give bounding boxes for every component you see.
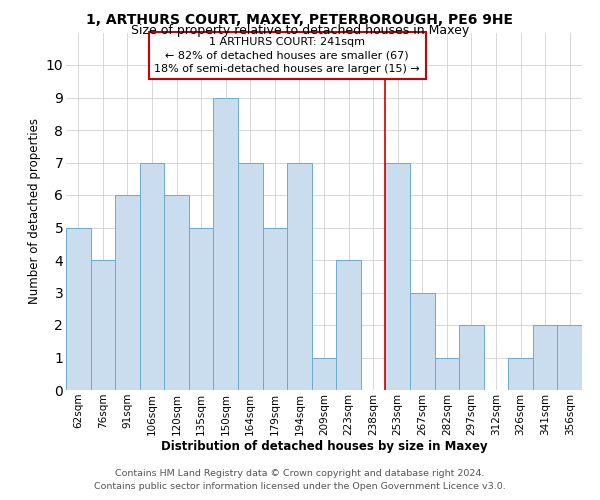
Bar	[164, 195, 189, 390]
Bar	[115, 195, 140, 390]
Bar	[263, 228, 287, 390]
Bar	[557, 325, 582, 390]
Text: 1, ARTHURS COURT, MAXEY, PETERBOROUGH, PE6 9HE: 1, ARTHURS COURT, MAXEY, PETERBOROUGH, P…	[86, 12, 514, 26]
Bar	[312, 358, 336, 390]
Bar	[533, 325, 557, 390]
Bar	[140, 162, 164, 390]
Text: Size of property relative to detached houses in Maxey: Size of property relative to detached ho…	[131, 24, 469, 37]
X-axis label: Distribution of detached houses by size in Maxey: Distribution of detached houses by size …	[161, 440, 487, 454]
Bar	[91, 260, 115, 390]
Bar	[434, 358, 459, 390]
Bar	[459, 325, 484, 390]
Bar	[238, 162, 263, 390]
Bar	[508, 358, 533, 390]
Bar	[214, 98, 238, 390]
Y-axis label: Number of detached properties: Number of detached properties	[28, 118, 41, 304]
Bar	[385, 162, 410, 390]
Text: 1 ARTHURS COURT: 241sqm
← 82% of detached houses are smaller (67)
18% of semi-de: 1 ARTHURS COURT: 241sqm ← 82% of detache…	[154, 38, 420, 74]
Bar	[410, 292, 434, 390]
Bar	[336, 260, 361, 390]
Bar	[66, 228, 91, 390]
Text: Contains HM Land Registry data © Crown copyright and database right 2024.
Contai: Contains HM Land Registry data © Crown c…	[94, 469, 506, 491]
Bar	[287, 162, 312, 390]
Bar	[189, 228, 214, 390]
